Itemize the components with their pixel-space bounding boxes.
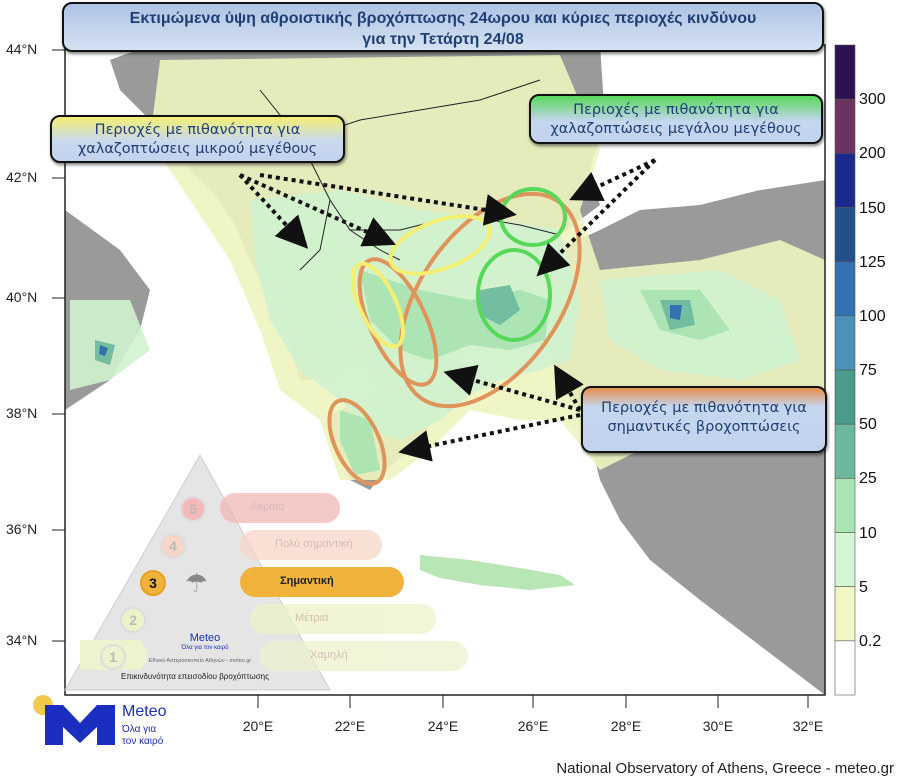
lon-label: 24°E bbox=[427, 718, 459, 734]
large-hail-zone-aegean bbox=[476, 248, 552, 342]
logo-tagline-1: Όλα για bbox=[122, 724, 157, 735]
colorbar-label: 75 bbox=[859, 362, 877, 379]
callout-text: σημαντικές βροχοπτώσεις bbox=[607, 419, 801, 435]
colorbar-bin bbox=[834, 423, 856, 479]
rain-cloud-icon: ☂ bbox=[185, 569, 209, 599]
lon-label: 20°E bbox=[242, 718, 274, 734]
callout-text: χαλαζοπτώσεις μεγάλου μεγέθους bbox=[550, 121, 802, 137]
credit: National Observatory of Athens, Greece -… bbox=[556, 760, 894, 777]
callout-text: Περιοχές με πιθανότητα για bbox=[601, 400, 807, 416]
colorbar-label: 50 bbox=[859, 416, 877, 434]
logo-m-icon bbox=[45, 705, 115, 745]
colorbar-bin bbox=[834, 532, 856, 587]
pyramid-caption: Επικινδυνότητα επεισοδίου βροχόπτωσης bbox=[121, 672, 269, 681]
risk-level-label: Ακραία bbox=[250, 501, 285, 513]
colorbar-bin bbox=[834, 207, 856, 262]
rain-25mm bbox=[340, 270, 730, 475]
colorbar-bin bbox=[834, 98, 856, 154]
pyramid-org: Εθνικό Αστεροσκοπείο Αθηνών - meteo.gr bbox=[148, 658, 252, 664]
risk-level-number: 3 bbox=[140, 570, 166, 596]
lon-label: 26°E bbox=[517, 718, 549, 734]
map-title: Εκτιμώμενα ύψη αθροιστικής βροχόπτωσης 2… bbox=[62, 2, 824, 52]
risk-level-5: Ακραία bbox=[220, 493, 340, 523]
pyramid-logo-tagline: Όλα για τον καιρό bbox=[181, 645, 229, 651]
pointer-arrows bbox=[238, 158, 657, 462]
callout-text: Περιοχές με πιθανότητα για bbox=[94, 122, 301, 138]
title-line-1: Εκτιμώμενα ύψη αθροιστικής βροχόπτωσης 2… bbox=[129, 10, 757, 27]
colorbar-label: 0.2 bbox=[859, 632, 882, 650]
risk-level-4: Πολύ σημαντική bbox=[240, 530, 382, 560]
colorbar-bin bbox=[834, 586, 856, 642]
risk-level-number: 5 bbox=[180, 496, 206, 522]
colorbar-label: 150 bbox=[859, 199, 886, 217]
colorbar-label: 125 bbox=[859, 253, 886, 271]
lat-label: 36°N bbox=[6, 521, 38, 537]
colorbar-label: 10 bbox=[859, 524, 877, 542]
risk-level-number: 4 bbox=[160, 533, 186, 559]
callout-text: χαλαζοπτώσεις μικρού μεγέθους bbox=[77, 141, 318, 157]
logo-name: Meteo bbox=[122, 703, 167, 720]
risk-level-number: 2 bbox=[120, 607, 146, 633]
colorbar-label: 200 bbox=[859, 145, 886, 163]
small-hail-zone-west bbox=[350, 261, 406, 349]
risk-level-1: Χαμηλή bbox=[260, 641, 468, 671]
title-line-2: για την Τετάρτη 24/08 bbox=[362, 31, 524, 48]
risk-level-2: Μέτρια bbox=[250, 604, 436, 634]
colorbar-bin bbox=[834, 315, 856, 371]
colorbar-bin bbox=[834, 261, 856, 317]
lat-label: 40°N bbox=[6, 289, 38, 305]
heavy-rain-zone-peloponnese bbox=[327, 398, 387, 486]
lat-label: 34°N bbox=[6, 632, 38, 648]
callout-small-hail: Περιοχές με πιθανότητα για χαλαζοπτώσεις… bbox=[50, 115, 345, 163]
land-crete bbox=[420, 555, 575, 590]
lon-label: 32°E bbox=[792, 718, 824, 734]
axis-ticks bbox=[52, 49, 809, 708]
colorbar-bin bbox=[834, 369, 856, 425]
colorbar bbox=[834, 44, 856, 696]
callout-large-hail: Περιοχές με πιθανότητα για χαλαζοπτώσεις… bbox=[529, 94, 823, 144]
risk-level-number: 1 bbox=[100, 644, 126, 670]
colorbar-label: 300 bbox=[859, 91, 886, 109]
colorbar-bin bbox=[834, 44, 856, 100]
risk-level-label: Πολύ σημαντική bbox=[275, 538, 353, 550]
lon-label: 22°E bbox=[334, 718, 366, 734]
small-hail-zone-north bbox=[388, 214, 492, 276]
callout-heavy-rain: Περιοχές με πιθανότητα για σημαντικές βρ… bbox=[581, 386, 827, 453]
lat-label: 42°N bbox=[6, 169, 38, 185]
meteo-logo: Meteo Όλα για τον καιρό bbox=[30, 695, 190, 750]
colorbar-bin bbox=[834, 640, 856, 696]
colorbar-bin bbox=[834, 478, 856, 533]
pyramid-logo: Meteo Όλα για τον καιρό bbox=[160, 632, 250, 652]
pyramid-logo-name: Meteo bbox=[189, 632, 221, 644]
lon-label: 28°E bbox=[610, 718, 642, 734]
colorbar-bin bbox=[834, 153, 856, 208]
colorbar-label: 5 bbox=[859, 578, 868, 596]
risk-level-label: Σημαντική bbox=[280, 575, 334, 587]
lat-label: 44°N bbox=[6, 41, 38, 57]
lon-label: 30°E bbox=[702, 718, 734, 734]
colorbar-label: 25 bbox=[859, 470, 877, 488]
colorbar-label: 100 bbox=[859, 307, 886, 325]
risk-level-3: Σημαντική bbox=[240, 567, 404, 597]
risk-level-label: Μέτρια bbox=[295, 612, 329, 624]
callout-text: Περιοχές με πιθανότητα για bbox=[573, 102, 779, 118]
lat-label: 38°N bbox=[6, 405, 38, 421]
logo-tagline-2: τον καιρό bbox=[122, 736, 164, 747]
risk-level-label: Χαμηλή bbox=[310, 649, 348, 661]
